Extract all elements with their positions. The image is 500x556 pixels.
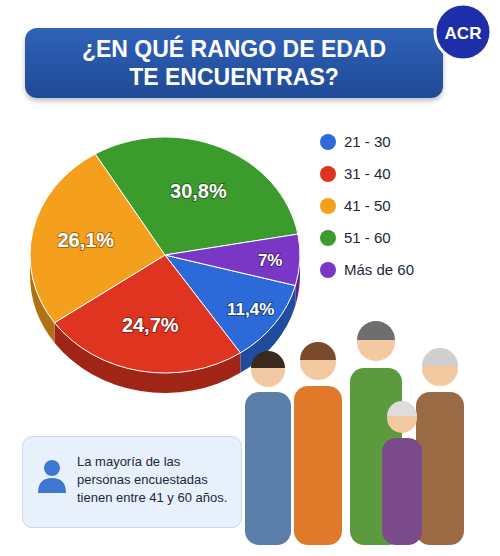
slice [165, 234, 300, 285]
legend-label: 31 - 40 [344, 165, 391, 182]
data-label: 7% [258, 251, 283, 270]
legend-swatch [320, 134, 336, 150]
person-hair [300, 342, 336, 360]
annotation: La mayoría de las personas encuestadas t… [77, 453, 235, 507]
people-illustration [245, 321, 464, 545]
person-body [245, 392, 291, 545]
slice [95, 137, 298, 255]
legend: 21 - 30 31 - 40 41 - 50 51 - 60 Más de 60 [320, 133, 414, 278]
title: ¿EN QUÉ RANGO DE EDAD TE ENCUENTRAS? [25, 28, 443, 98]
person-hair [387, 401, 417, 416]
icon-head [44, 460, 60, 476]
data-labels: 11,4% 24,7% 26,1% 30,8% 7% [57, 180, 282, 336]
data-label: 30,8% [170, 180, 227, 202]
legend-swatch [320, 166, 336, 182]
pie [30, 137, 300, 373]
legend-swatch [320, 262, 336, 278]
logo-text: ACR [445, 24, 482, 43]
legend-label: 51 - 60 [344, 229, 391, 246]
legend-swatch [320, 230, 336, 246]
person-hair [422, 348, 458, 366]
person-hair [251, 351, 285, 368]
legend-label: Más de 60 [344, 261, 414, 278]
logo-badge [435, 4, 491, 60]
legend-label: 21 - 30 [344, 133, 391, 150]
data-label: 24,7% [122, 314, 179, 336]
legend-swatch [320, 198, 336, 214]
person-body [294, 386, 342, 545]
note-box: La mayoría de las personas encuestadas t… [22, 436, 242, 528]
person-body [382, 438, 422, 545]
icon-body [38, 478, 66, 493]
person-body [416, 392, 464, 545]
legend-label: 41 - 50 [344, 197, 391, 214]
person-icon [37, 459, 67, 493]
data-label: 11,4% [227, 300, 274, 319]
person-hair [357, 321, 395, 340]
data-label: 26,1% [57, 229, 114, 251]
